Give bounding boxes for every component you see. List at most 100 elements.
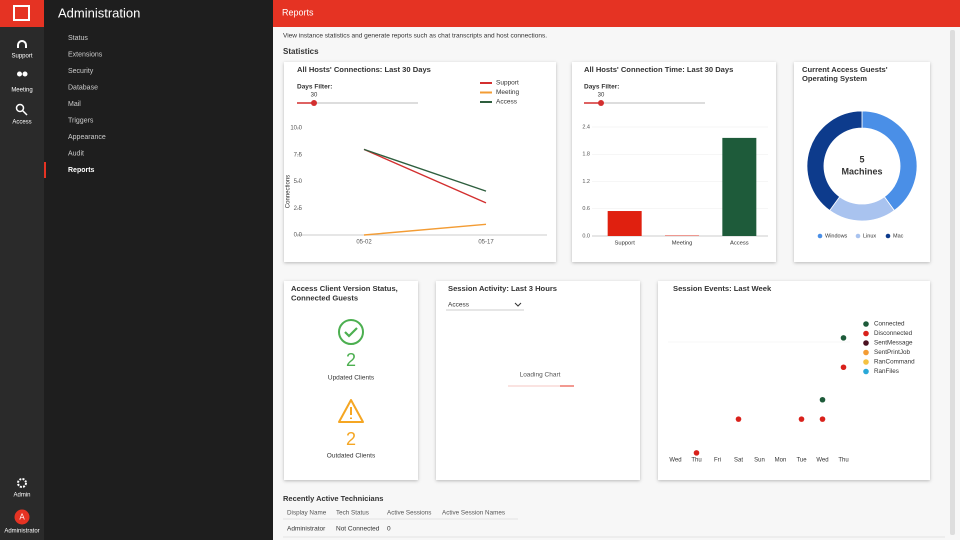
- card-title: Connected Guests: [291, 294, 358, 303]
- y-axis-label: Connections: [286, 175, 292, 208]
- y-tick-label: 2.4: [582, 124, 590, 130]
- outdated-label: Outdated Clients: [327, 453, 376, 460]
- chart-title: Current Access Guests' Operating System: [802, 65, 888, 83]
- legend-label[interactable]: Disconnected: [874, 330, 913, 337]
- warning-icon: [338, 399, 364, 423]
- x-tick-label: Wed: [669, 458, 681, 464]
- table-cell: 0: [387, 526, 391, 533]
- menu-item[interactable]: Status: [68, 35, 88, 42]
- card-title: Session Activity: Last 3 Hours: [448, 284, 557, 293]
- bar: [722, 137, 757, 236]
- menu-item[interactable]: Audit: [68, 150, 84, 157]
- admin-panel: [44, 0, 273, 540]
- point: [819, 396, 826, 403]
- point: [798, 416, 805, 422]
- updated-label: Updated Clients: [328, 375, 375, 382]
- scrollbar[interactable]: [950, 30, 955, 535]
- avatar-letter: A: [19, 513, 25, 522]
- access-icon: [21, 109, 28, 116]
- legend-label[interactable]: RanCommand: [874, 359, 915, 366]
- loading-text: Loading Chart: [520, 372, 561, 379]
- card: [284, 281, 418, 480]
- menu-item[interactable]: Triggers: [68, 117, 94, 124]
- legend-swatch: [863, 330, 869, 337]
- check-icon: [338, 319, 364, 345]
- legend-label[interactable]: Windows: [825, 233, 848, 239]
- legend-label[interactable]: SentMessage: [874, 340, 913, 347]
- point: [840, 364, 847, 371]
- table-title: Recently Active Technicians: [283, 494, 383, 503]
- menu-item[interactable]: Database: [68, 84, 98, 91]
- menu-item[interactable]: Reports: [68, 167, 95, 174]
- y-tick-label: 2.5: [294, 206, 303, 212]
- y-tick-label: 7.5: [294, 152, 303, 158]
- meeting-icon: [22, 71, 28, 77]
- x-tick-label: Fri: [714, 458, 721, 464]
- menu-item[interactable]: Security: [68, 68, 94, 75]
- rail-label[interactable]: Meeting: [11, 88, 32, 94]
- rail: [0, 0, 44, 540]
- x-tick-label: Access: [730, 241, 749, 247]
- slider-knob[interactable]: [311, 100, 317, 106]
- filter-value: 30: [598, 93, 605, 99]
- y-tick-label: 10.0: [290, 126, 302, 132]
- x-tick-label: Meeting: [672, 241, 693, 247]
- legend-swatch: [885, 233, 891, 239]
- legend-label[interactable]: Mac: [893, 233, 904, 239]
- center-label: Machines: [841, 166, 882, 176]
- line-series: [363, 148, 487, 204]
- legend-label[interactable]: SentPrintJob: [874, 349, 911, 356]
- legend-swatch: [855, 233, 861, 239]
- legend-label[interactable]: Support: [496, 80, 519, 87]
- legend-swatch: [817, 233, 823, 239]
- x-tick-label: Thu: [691, 458, 701, 464]
- table-cell: Not Connected: [336, 526, 380, 533]
- y-tick-label: 1.8: [582, 152, 590, 158]
- donut-slice: [806, 110, 863, 212]
- rail-icons: [14, 40, 30, 525]
- menu-item[interactable]: Extensions: [68, 51, 103, 58]
- legend-label[interactable]: Access: [496, 99, 518, 106]
- avatar[interactable]: [14, 509, 30, 525]
- legend-label[interactable]: RanFiles: [874, 368, 899, 375]
- chart-title: Session Events: Last Week: [673, 284, 772, 293]
- line-series: [363, 148, 487, 192]
- x-tick-label: Wed: [816, 458, 828, 464]
- column-header: Tech Status: [336, 510, 369, 517]
- check-mark: [344, 327, 358, 338]
- slider-knob[interactable]: [598, 100, 604, 106]
- rail-label[interactable]: Support: [11, 54, 32, 60]
- logo[interactable]: [13, 5, 30, 21]
- x-tick-label: 05-17: [478, 240, 494, 246]
- support-icon: [17, 40, 27, 48]
- chart-title: All Hosts' Connection Time: Last 30 Days: [584, 65, 733, 74]
- y-tick-label: 5.0: [294, 179, 303, 185]
- card: [284, 62, 556, 262]
- point: [840, 335, 847, 341]
- line-series: [363, 223, 487, 236]
- x-tick-label: 05-02: [356, 240, 372, 246]
- legend-swatch: [863, 359, 869, 365]
- x-tick-label: Sat: [734, 458, 743, 464]
- x-tick-label: Mon: [775, 458, 787, 464]
- legend-label[interactable]: Linux: [863, 233, 876, 239]
- active-indicator: [44, 162, 46, 178]
- menu-item[interactable]: Mail: [68, 101, 81, 108]
- header-title: Reports: [282, 7, 314, 17]
- admin-icon: [17, 478, 27, 488]
- legend-label[interactable]: Connected: [874, 321, 905, 328]
- rail-label[interactable]: Admin: [13, 493, 30, 499]
- legend-swatch: [863, 349, 869, 356]
- x-tick-label: Sun: [754, 458, 765, 464]
- filter-label: Days Filter:: [297, 84, 332, 91]
- legend-swatch: [863, 368, 869, 375]
- menu-item[interactable]: Appearance: [68, 134, 106, 141]
- legend-label[interactable]: Meeting: [496, 89, 520, 96]
- select-value[interactable]: Access: [448, 302, 470, 309]
- y-tick-label: 0.0: [294, 233, 303, 239]
- rail-label[interactable]: Administrator: [4, 529, 39, 535]
- column-header: Active Session Names: [442, 510, 505, 517]
- rail-label[interactable]: Access: [12, 120, 31, 126]
- logo-bg: [0, 0, 44, 27]
